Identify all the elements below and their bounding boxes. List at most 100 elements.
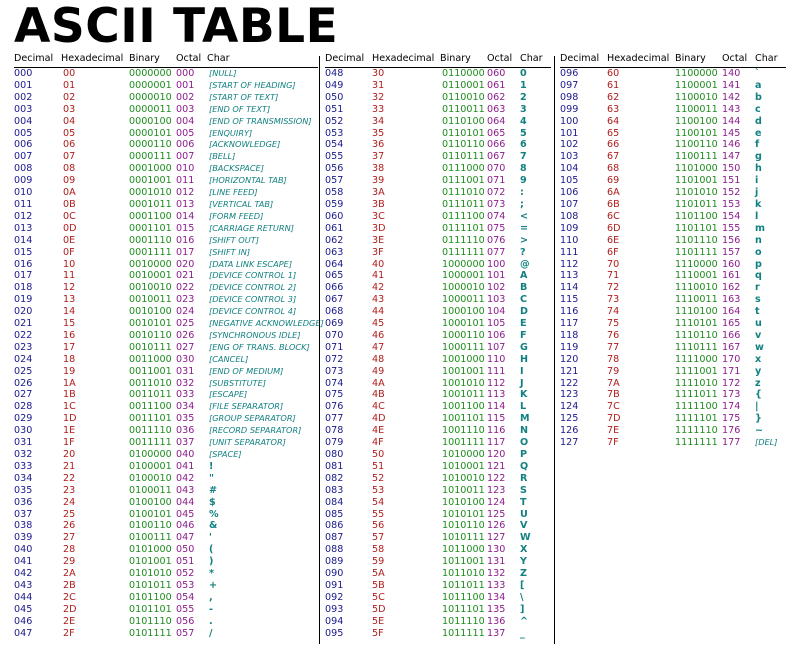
char-value: k [755,198,762,210]
hex-value: 20 [63,449,76,460]
binary-value: 1000001 [442,270,485,282]
char-value: - [209,603,213,615]
char-value: [CANCEL] [209,353,249,364]
hex-value: 28 [63,544,76,556]
char-value: [SHIFT IN] [209,246,251,257]
char-value: 6 [520,139,527,151]
char-value: [UNIT SEPARATOR] [209,437,286,448]
char-value: e [755,127,762,139]
octal-value: 156 [722,234,741,246]
hex-value: 37 [372,151,385,163]
char-value: B [520,282,528,294]
binary-value: 0101101 [129,603,172,615]
hex-value: 70 [607,258,620,270]
decimal-value: 014 [14,234,33,246]
decimal-value: 104 [560,163,579,175]
char-value: @ [520,258,530,270]
octal-value: 111 [487,365,506,377]
decimal-value: 120 [560,353,579,365]
binary-value: 0100000 [129,449,172,460]
char-value: ; [520,198,524,210]
char-value: L [520,401,527,413]
char-value: [DEVICE CONTROL 2] [209,282,297,293]
binary-value: 0110101 [442,127,485,139]
char-value: t [755,306,760,318]
binary-value: 0000100 [129,115,172,127]
decimal-value: 108 [560,210,579,222]
header-rule [560,67,786,68]
octal-value: 143 [722,103,741,115]
octal-value: 017 [176,246,195,258]
char-value: = [520,222,529,234]
char-value: R [520,472,528,484]
hex-value: 10 [63,258,76,270]
octal-value: 146 [722,139,741,151]
hex-value: 14 [63,306,76,318]
hex-value: 02 [63,91,76,103]
binary-value: 0010001 [129,270,172,282]
octal-value: 107 [487,341,506,353]
binary-value: 1011110 [442,615,485,627]
char-value: f [755,139,760,151]
hex-value: 7C [607,401,620,413]
decimal-value: 076 [325,401,344,413]
char-value: h [755,163,762,175]
octal-value: 125 [487,508,506,520]
decimal-value: 082 [325,472,344,484]
binary-value: 0011110 [129,425,172,437]
char-value: ^ [520,615,529,627]
octal-value: 100 [487,258,506,270]
decimal-value: 107 [560,198,579,210]
char-value: ( [209,544,214,556]
octal-value: 063 [487,103,506,115]
char-value: 3 [520,103,527,115]
octal-value: 027 [176,341,195,353]
char-value: q [755,270,762,282]
char-value: D [520,306,528,318]
hex-value: 0D [63,222,77,234]
hex-value: 13 [63,294,76,306]
binary-value: 0011100 [129,401,172,413]
decimal-value: 024 [14,353,33,365]
header-rule [325,67,551,68]
hex-value: 6F [607,246,619,258]
decimal-value: 098 [560,91,579,103]
octal-value: 031 [176,365,195,377]
hex-value: 06 [63,139,76,151]
char-value: [RECORD SEPARATOR] [209,425,302,436]
decimal-value: 061 [325,222,344,234]
octal-value: 173 [722,389,741,401]
hex-value: 6A [607,187,620,199]
hex-value: 24 [63,496,76,508]
hex-value: 63 [607,103,620,115]
octal-value: 165 [722,318,741,330]
binary-value: 1101101 [675,222,718,234]
hex-value: 3A [372,187,385,199]
hex-value: 4E [372,425,385,437]
binary-value: 1000011 [442,294,485,306]
octal-value: 051 [176,556,195,568]
decimal-value: 026 [14,377,33,389]
octal-value: 071 [487,175,506,187]
char-value: . [209,615,213,627]
octal-value: 124 [487,496,506,508]
decimal-value: 012 [14,210,33,222]
octal-value: 131 [487,556,506,568]
decimal-value: 116 [560,306,579,318]
char-value: [END OF MEDIUM] [209,365,284,376]
decimal-value: 021 [14,318,33,330]
hex-value: 23 [63,484,76,496]
octal-value: 053 [176,579,195,591]
binary-value: 1010101 [442,508,485,520]
octal-value: 104 [487,306,506,318]
decimal-value: 008 [14,163,33,175]
binary-value: 0111011 [442,198,485,210]
hex-value: 3E [372,234,385,246]
binary-value: 1111010 [675,377,718,389]
octal-value: 147 [722,151,741,163]
header-binary: Binary [675,53,706,64]
hex-value: 33 [372,103,385,115]
hex-value: 62 [607,91,620,103]
hex-value: 4B [372,389,385,401]
octal-value: 133 [487,579,506,591]
